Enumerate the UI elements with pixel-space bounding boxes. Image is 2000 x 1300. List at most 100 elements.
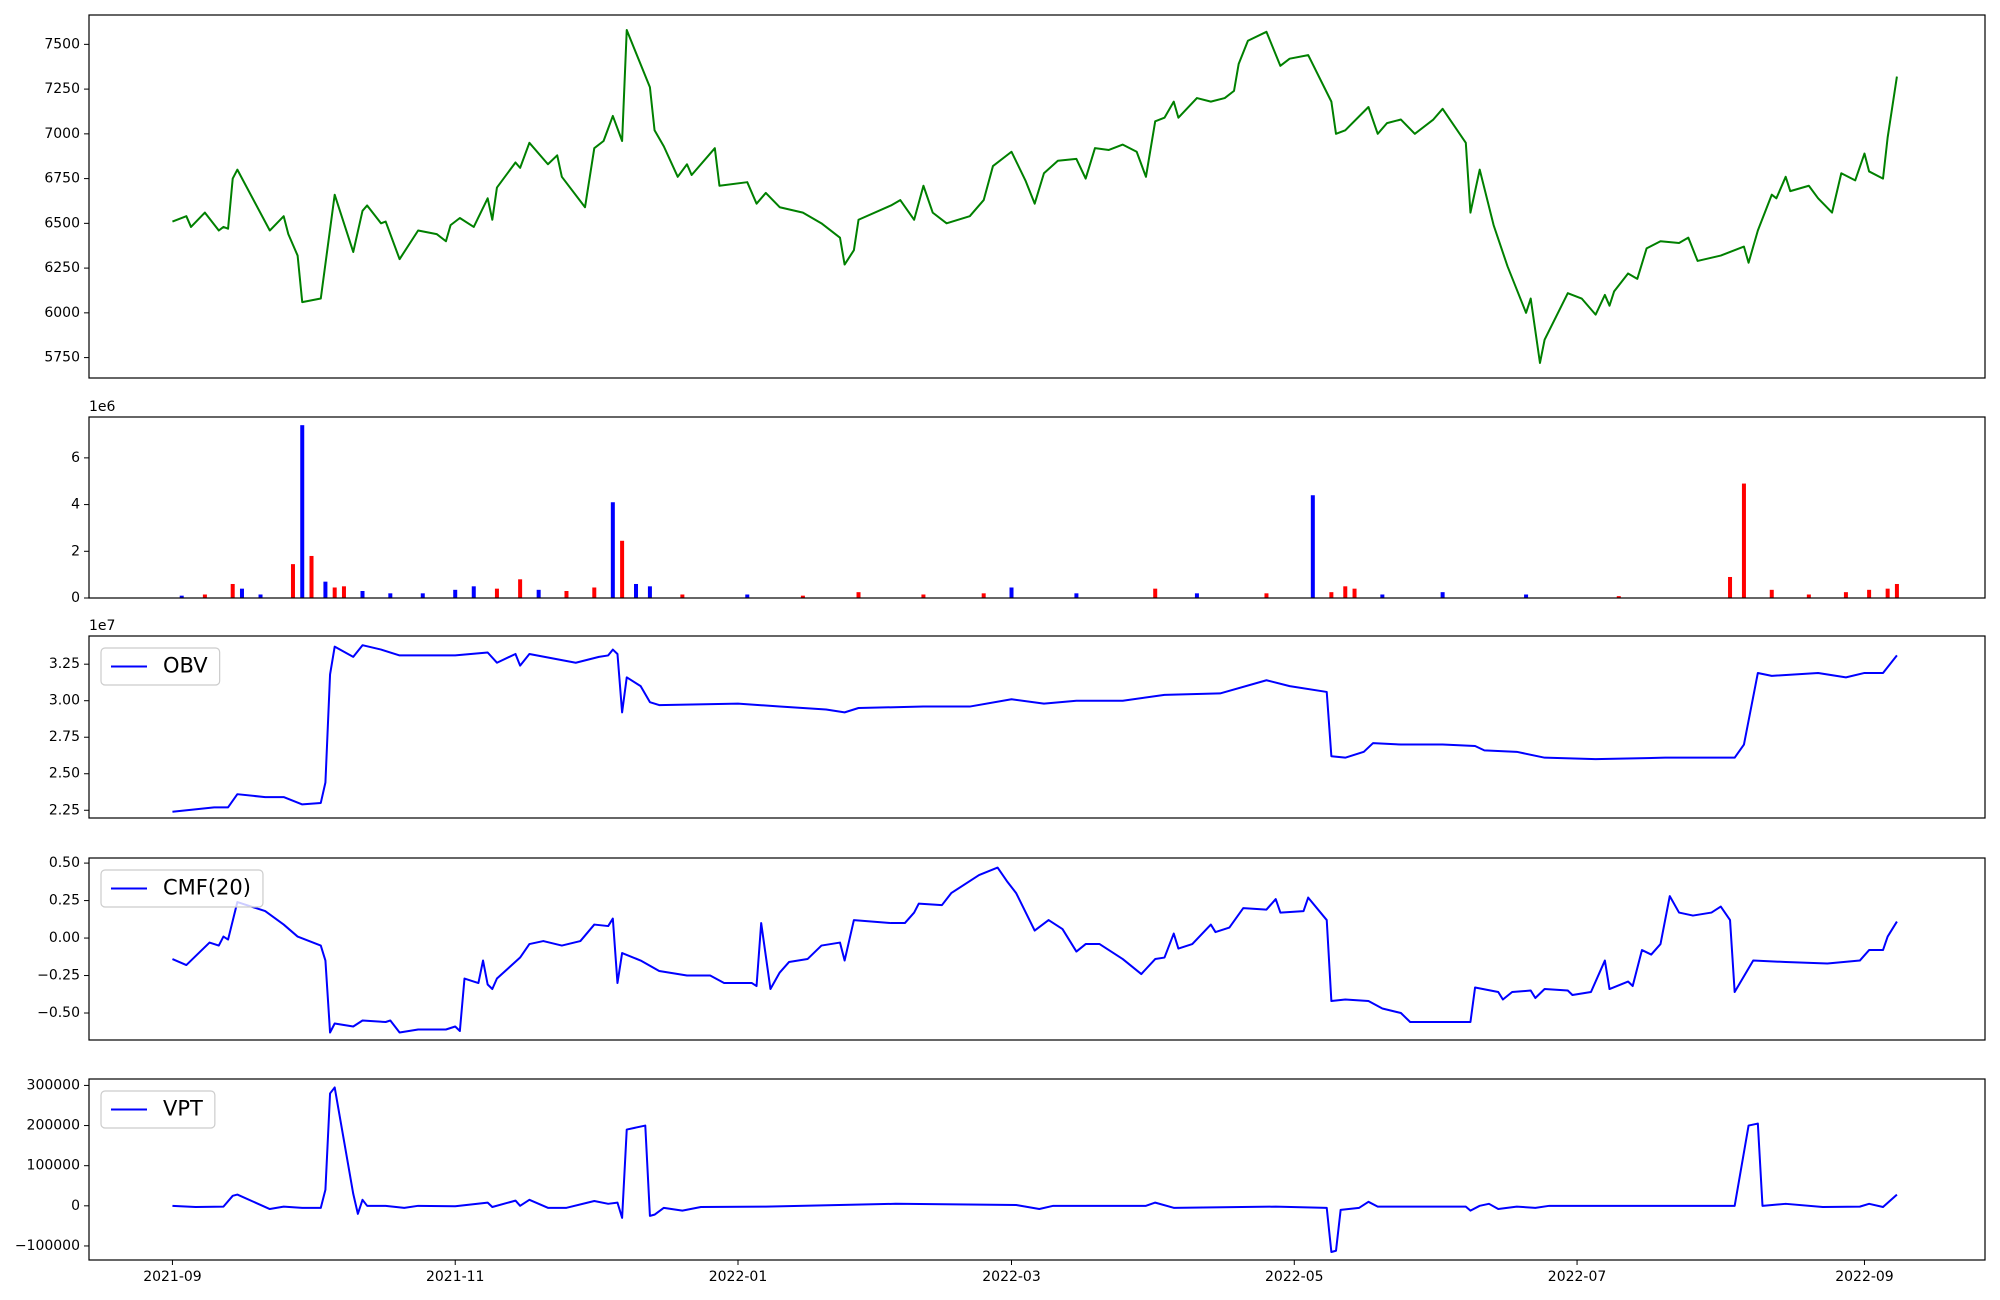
y-tick-label: −0.50 bbox=[37, 1005, 80, 1021]
x-tick-label: 2022-05 bbox=[1265, 1269, 1324, 1285]
volume-bar bbox=[1074, 593, 1079, 598]
volume-bar bbox=[610, 502, 615, 598]
volume-bar bbox=[494, 588, 499, 598]
legend-box bbox=[100, 1090, 216, 1129]
volume-bar bbox=[536, 589, 541, 598]
volume-bar bbox=[745, 594, 750, 598]
volume-bar bbox=[1728, 576, 1733, 598]
volume-bar bbox=[1616, 596, 1621, 598]
y-tick-label: 3.00 bbox=[49, 693, 80, 709]
y-tick-label: 0.50 bbox=[49, 855, 80, 871]
y-tick-label: 6000 bbox=[44, 305, 80, 321]
volume-bar bbox=[1310, 495, 1315, 598]
volume-bar bbox=[453, 589, 458, 598]
y-tick-label: 100000 bbox=[27, 1158, 80, 1174]
volume-bar bbox=[360, 590, 365, 598]
y-tick-label: 5750 bbox=[44, 350, 80, 366]
y-tick-label: 7000 bbox=[44, 126, 80, 142]
y-tick-label: 0 bbox=[71, 1198, 80, 1214]
volume-bar bbox=[1885, 588, 1890, 598]
y-tick-label: 7500 bbox=[44, 36, 80, 52]
volume-bar bbox=[1264, 593, 1269, 598]
volume-bar bbox=[1009, 587, 1014, 598]
legend-label: OBV bbox=[163, 654, 208, 678]
y-offset-label: 1e6 bbox=[89, 399, 116, 415]
volume-bar bbox=[1380, 594, 1385, 598]
volume-bar bbox=[592, 587, 597, 598]
volume-bar bbox=[680, 594, 685, 598]
volume-bar bbox=[258, 594, 263, 598]
y-tick-label: 7250 bbox=[44, 81, 80, 97]
volume-bar bbox=[471, 586, 476, 598]
legend: CMF(20) bbox=[100, 869, 264, 908]
volume-bar bbox=[1352, 588, 1357, 598]
legend-box bbox=[100, 647, 221, 686]
volume-bar bbox=[647, 586, 652, 598]
axes-frame bbox=[88, 416, 1986, 599]
volume-bar bbox=[341, 586, 346, 598]
axes-frame bbox=[88, 14, 1986, 379]
y-tick-label: 0.00 bbox=[49, 930, 80, 946]
volume-bar bbox=[230, 583, 235, 598]
x-tick-label: 2021-11 bbox=[426, 1269, 485, 1285]
volume-bar bbox=[290, 564, 295, 598]
legend-label: VPT bbox=[163, 1097, 203, 1121]
x-tick-label: 2021-09 bbox=[143, 1269, 202, 1285]
volume-bar bbox=[388, 593, 393, 598]
y-tick-label: 6750 bbox=[44, 171, 80, 187]
x-tick-label: 2022-09 bbox=[1835, 1269, 1894, 1285]
volume-bar bbox=[202, 594, 207, 598]
volume-bar bbox=[518, 579, 523, 598]
axes-frame bbox=[88, 857, 1986, 1041]
volume-bar bbox=[1894, 583, 1899, 598]
line-series bbox=[172, 1086, 1898, 1253]
volume-bar bbox=[1769, 589, 1774, 598]
volume-bar bbox=[239, 588, 244, 598]
x-tick-label: 2022-03 bbox=[982, 1269, 1041, 1285]
axes-frame bbox=[88, 635, 1986, 819]
volume-bar bbox=[1806, 594, 1811, 598]
volume-bar bbox=[1843, 592, 1848, 598]
volume-bar bbox=[1867, 589, 1872, 598]
volume-bar bbox=[1741, 483, 1746, 598]
volume-bar bbox=[981, 593, 986, 598]
volume-bar bbox=[1524, 594, 1529, 598]
x-tick-label: 2022-07 bbox=[1548, 1269, 1607, 1285]
y-tick-label: 6250 bbox=[44, 260, 80, 276]
y-tick-label: 2.75 bbox=[49, 729, 80, 745]
volume-bar bbox=[921, 594, 926, 598]
legend: OBV bbox=[100, 647, 221, 686]
legend-label: CMF(20) bbox=[163, 876, 251, 900]
volume-bar bbox=[309, 555, 314, 598]
y-tick-label: 2 bbox=[71, 543, 80, 559]
volume-bar bbox=[323, 581, 328, 598]
volume-bar bbox=[332, 587, 337, 598]
line-series bbox=[172, 29, 1898, 364]
y-tick-label: 0.25 bbox=[49, 893, 80, 909]
y-tick-label: 2.25 bbox=[49, 802, 80, 818]
volume-bar bbox=[1153, 588, 1158, 598]
y-tick-label: 200000 bbox=[27, 1118, 80, 1134]
volume-bar bbox=[856, 592, 861, 598]
volume-bar bbox=[620, 540, 625, 598]
volume-bar bbox=[1194, 593, 1199, 598]
y-tick-label: 0 bbox=[71, 590, 80, 606]
y-tick-label: 6 bbox=[71, 450, 80, 466]
y-tick-label: −0.25 bbox=[37, 968, 80, 984]
y-tick-label: 3.25 bbox=[49, 656, 80, 672]
volume-bar bbox=[1440, 592, 1445, 598]
x-tick-label: 2022-01 bbox=[709, 1269, 768, 1285]
y-tick-label: 4 bbox=[71, 497, 80, 513]
y-tick-label: 300000 bbox=[27, 1077, 80, 1093]
y-tick-label: −100000 bbox=[15, 1238, 80, 1254]
legend-box bbox=[100, 869, 264, 908]
volume-bar bbox=[800, 595, 805, 598]
y-tick-label: 2.50 bbox=[49, 766, 80, 782]
y-offset-label: 1e7 bbox=[89, 618, 115, 634]
volume-bar bbox=[179, 595, 184, 598]
axes-frame bbox=[88, 1078, 1986, 1261]
volume-bar bbox=[1343, 586, 1348, 598]
line-series bbox=[172, 644, 1898, 813]
